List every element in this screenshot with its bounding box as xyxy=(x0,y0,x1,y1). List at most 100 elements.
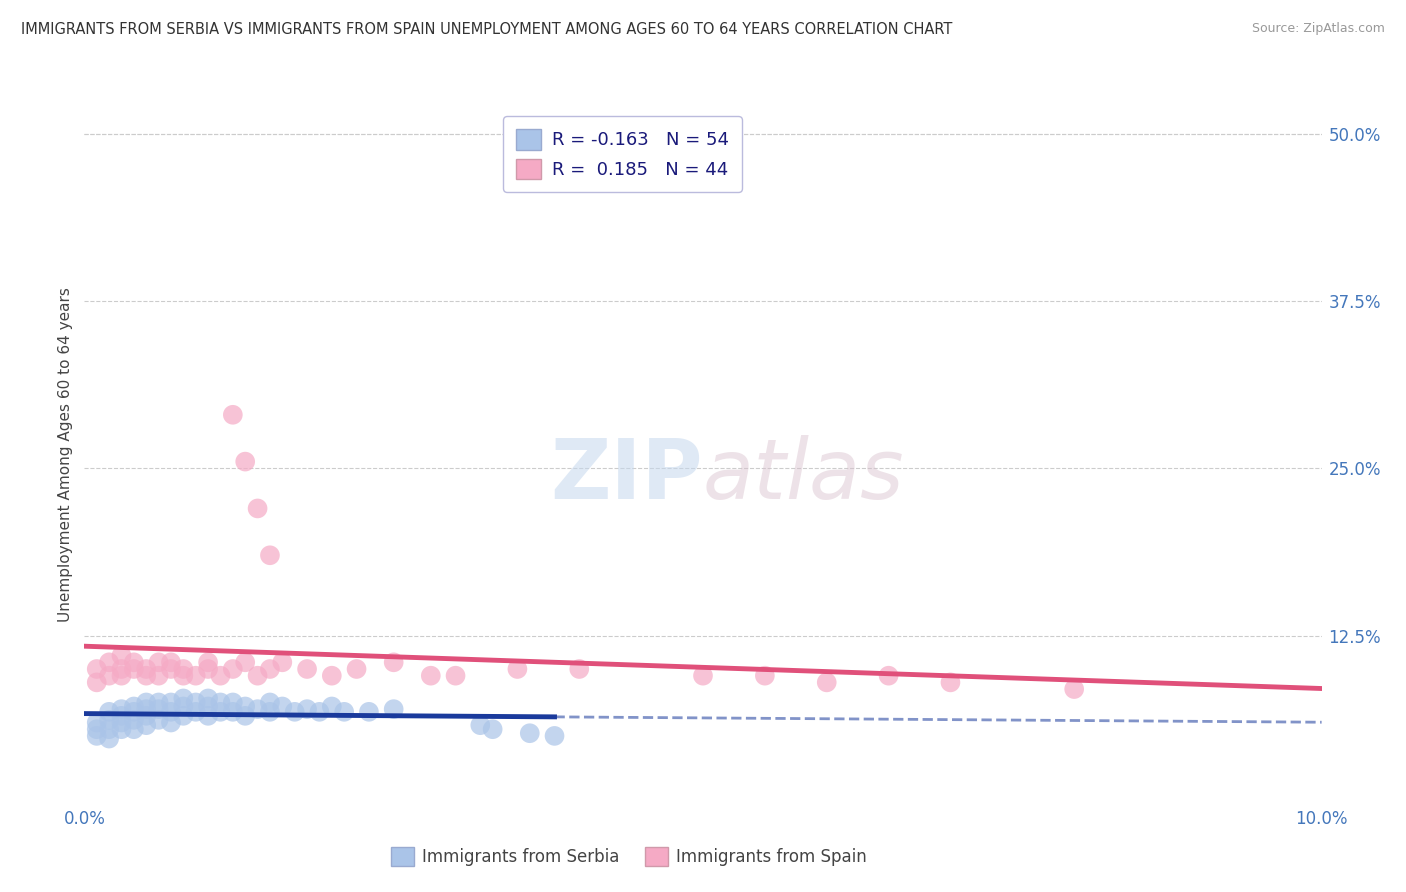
Point xyxy=(470,718,492,732)
Point xyxy=(98,655,121,669)
Point xyxy=(98,713,121,727)
Point xyxy=(86,662,108,676)
Point xyxy=(160,696,183,710)
Point xyxy=(122,655,145,669)
Point xyxy=(110,708,132,723)
Point xyxy=(135,718,157,732)
Point xyxy=(86,715,108,730)
Text: atlas: atlas xyxy=(703,435,904,516)
Point xyxy=(321,699,343,714)
Point xyxy=(135,708,157,723)
Point xyxy=(172,662,194,676)
Point xyxy=(815,675,838,690)
Point xyxy=(122,662,145,676)
Point xyxy=(481,723,503,737)
Point xyxy=(246,702,269,716)
Point xyxy=(259,548,281,563)
Point xyxy=(197,662,219,676)
Legend: Immigrants from Serbia, Immigrants from Spain: Immigrants from Serbia, Immigrants from … xyxy=(382,838,876,874)
Point xyxy=(222,662,245,676)
Point xyxy=(135,662,157,676)
Point xyxy=(98,723,121,737)
Point xyxy=(233,699,256,714)
Point xyxy=(939,675,962,690)
Point xyxy=(246,669,269,683)
Text: ZIP: ZIP xyxy=(551,435,703,516)
Point xyxy=(184,696,207,710)
Point xyxy=(110,702,132,716)
Point xyxy=(172,669,194,683)
Point xyxy=(209,669,232,683)
Point xyxy=(692,669,714,683)
Point xyxy=(184,705,207,719)
Point xyxy=(754,669,776,683)
Point xyxy=(222,408,245,422)
Point xyxy=(110,662,132,676)
Point xyxy=(357,705,380,719)
Point xyxy=(233,708,256,723)
Point xyxy=(284,705,307,719)
Point xyxy=(209,696,232,710)
Point xyxy=(86,729,108,743)
Point xyxy=(877,669,900,683)
Point xyxy=(172,691,194,706)
Point xyxy=(382,702,405,716)
Point xyxy=(160,715,183,730)
Text: Source: ZipAtlas.com: Source: ZipAtlas.com xyxy=(1251,22,1385,36)
Point xyxy=(160,705,183,719)
Point xyxy=(197,655,219,669)
Point xyxy=(122,699,145,714)
Point xyxy=(148,702,170,716)
Point xyxy=(246,501,269,516)
Point xyxy=(172,699,194,714)
Point xyxy=(172,708,194,723)
Point xyxy=(135,696,157,710)
Point xyxy=(333,705,356,719)
Point xyxy=(209,705,232,719)
Point xyxy=(160,662,183,676)
Point xyxy=(160,655,183,669)
Point xyxy=(222,696,245,710)
Point xyxy=(98,669,121,683)
Point xyxy=(197,708,219,723)
Point xyxy=(110,723,132,737)
Point xyxy=(382,655,405,669)
Point xyxy=(122,713,145,727)
Point xyxy=(259,662,281,676)
Point xyxy=(519,726,541,740)
Point xyxy=(1063,681,1085,696)
Point xyxy=(135,702,157,716)
Point xyxy=(233,655,256,669)
Point xyxy=(148,696,170,710)
Point xyxy=(197,699,219,714)
Y-axis label: Unemployment Among Ages 60 to 64 years: Unemployment Among Ages 60 to 64 years xyxy=(58,287,73,623)
Point xyxy=(543,729,565,743)
Point xyxy=(419,669,441,683)
Point xyxy=(86,675,108,690)
Point xyxy=(259,705,281,719)
Point xyxy=(271,699,294,714)
Point xyxy=(98,705,121,719)
Point xyxy=(295,702,318,716)
Point xyxy=(271,655,294,669)
Point xyxy=(295,662,318,676)
Point xyxy=(110,669,132,683)
Point xyxy=(321,669,343,683)
Point xyxy=(233,455,256,469)
Point xyxy=(135,669,157,683)
Text: IMMIGRANTS FROM SERBIA VS IMMIGRANTS FROM SPAIN UNEMPLOYMENT AMONG AGES 60 TO 64: IMMIGRANTS FROM SERBIA VS IMMIGRANTS FRO… xyxy=(21,22,952,37)
Point xyxy=(346,662,368,676)
Point xyxy=(308,705,330,719)
Point xyxy=(222,705,245,719)
Point xyxy=(148,713,170,727)
Point xyxy=(568,662,591,676)
Point xyxy=(148,655,170,669)
Point xyxy=(122,705,145,719)
Point xyxy=(122,723,145,737)
Point xyxy=(184,669,207,683)
Point xyxy=(259,696,281,710)
Point xyxy=(110,715,132,730)
Point xyxy=(86,723,108,737)
Point xyxy=(506,662,529,676)
Point xyxy=(110,648,132,663)
